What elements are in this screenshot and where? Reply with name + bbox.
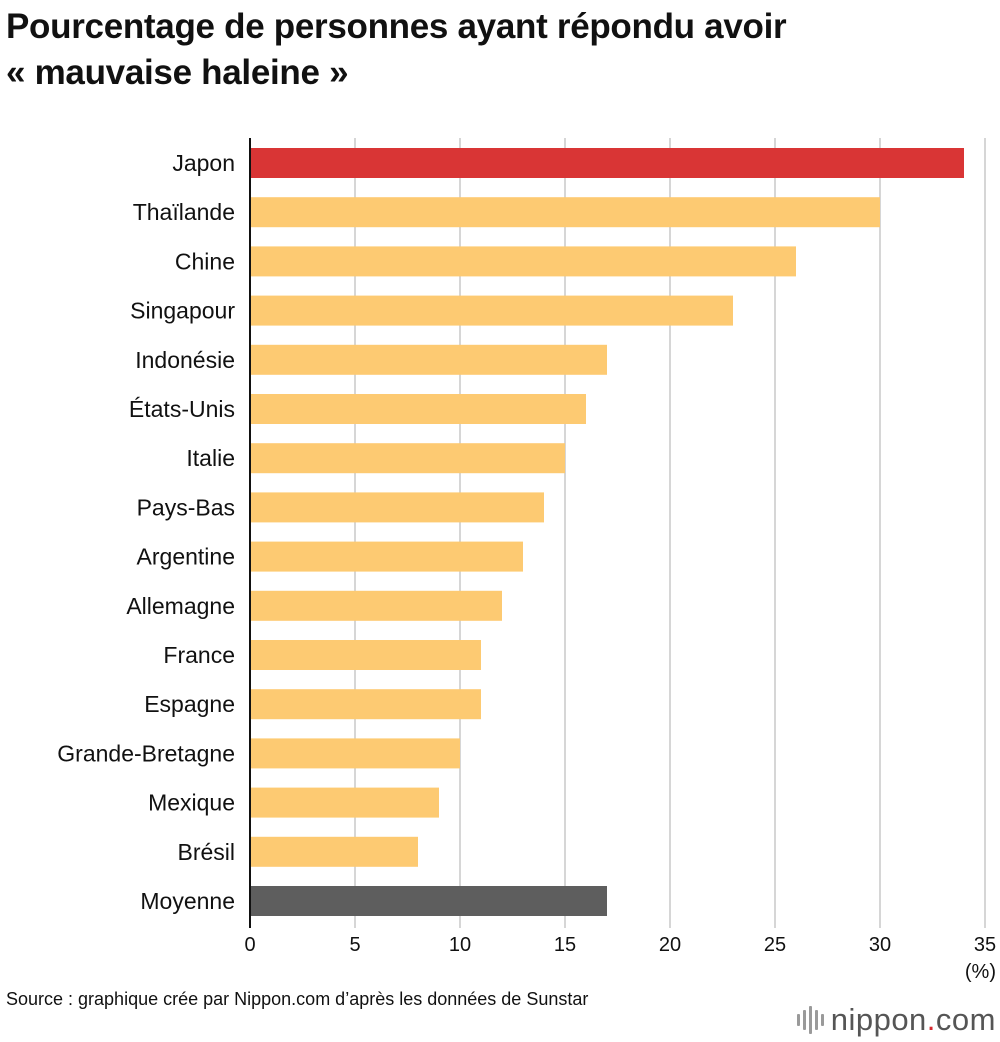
bar-chine xyxy=(250,246,796,277)
bar-indon-sie xyxy=(250,344,607,375)
nippon-logo-wordmark: nippon.com xyxy=(831,1002,996,1038)
category-label: Thaïlande xyxy=(133,199,235,225)
bar-tha-lande xyxy=(250,197,880,228)
x-tick-label: 15 xyxy=(554,934,576,956)
bar-moyenne xyxy=(250,886,607,916)
x-tick-label: 5 xyxy=(349,934,360,956)
bar-br-sil xyxy=(250,836,418,867)
nippon-logo: nippon.com xyxy=(796,1002,996,1038)
x-tick-label: 30 xyxy=(869,934,891,956)
category-label: États-Unis xyxy=(129,396,235,422)
bar-italie xyxy=(250,443,565,474)
nippon-logo-icon xyxy=(796,1006,824,1034)
category-label: France xyxy=(163,642,235,668)
x-tick-label-layer: 0 5 10 15 20 25 30 35 xyxy=(244,934,996,956)
bar--tats-unis xyxy=(250,394,586,424)
bar-japon xyxy=(250,148,964,178)
category-label: Chine xyxy=(175,248,235,274)
category-label: Espagne xyxy=(144,691,235,717)
category-label: Indonésie xyxy=(135,347,235,373)
category-label: Moyenne xyxy=(140,888,235,914)
bar-singapour xyxy=(250,295,733,326)
x-tick-label: 35 xyxy=(974,934,996,956)
bar-argentine xyxy=(250,541,523,572)
category-label: Pays-Bas xyxy=(137,494,235,520)
x-tick-label: 10 xyxy=(449,934,471,956)
category-label: Grande-Bretagne xyxy=(57,740,235,766)
category-label: Italie xyxy=(186,445,235,471)
x-axis-unit: (%) xyxy=(965,961,996,983)
category-label: Argentine xyxy=(137,544,235,570)
bar-mexique xyxy=(250,787,439,818)
logo-name: nippon xyxy=(830,1002,927,1037)
bar-france xyxy=(250,640,481,670)
category-label-layer: Japon Thaïlande Chine Singapour Indonésie Éta… xyxy=(57,150,235,914)
logo-dot: . xyxy=(926,1002,936,1037)
bar-pays-bas xyxy=(250,492,544,523)
chart-title-line-2: « mauvaise haleine » xyxy=(6,53,349,92)
bar-chart: Japon Thaïlande Chine Singapour Indonésie Éta… xyxy=(57,138,996,983)
category-label: Japon xyxy=(172,150,235,176)
x-tick-label: 20 xyxy=(659,934,681,956)
bar-espagne xyxy=(250,689,481,720)
logo-suffix: com xyxy=(935,1002,996,1037)
source-note: Source : graphique crée par Nippon.com d… xyxy=(6,989,589,1009)
category-label: Brésil xyxy=(177,839,235,865)
category-label: Mexique xyxy=(148,790,235,816)
x-tick-label: 25 xyxy=(764,934,786,956)
chart-title: Pourcentage de personnes ayant répondu a… xyxy=(6,4,986,96)
category-label: Singapour xyxy=(130,298,235,324)
x-tick-label: 0 xyxy=(244,934,255,956)
chart-title-line-1: Pourcentage de personnes ayant répondu a… xyxy=(6,7,787,46)
bar-allemagne xyxy=(250,590,502,621)
category-label: Allemagne xyxy=(126,593,235,619)
bar-grande-bretagne xyxy=(250,738,460,769)
bar-layer xyxy=(250,148,964,916)
